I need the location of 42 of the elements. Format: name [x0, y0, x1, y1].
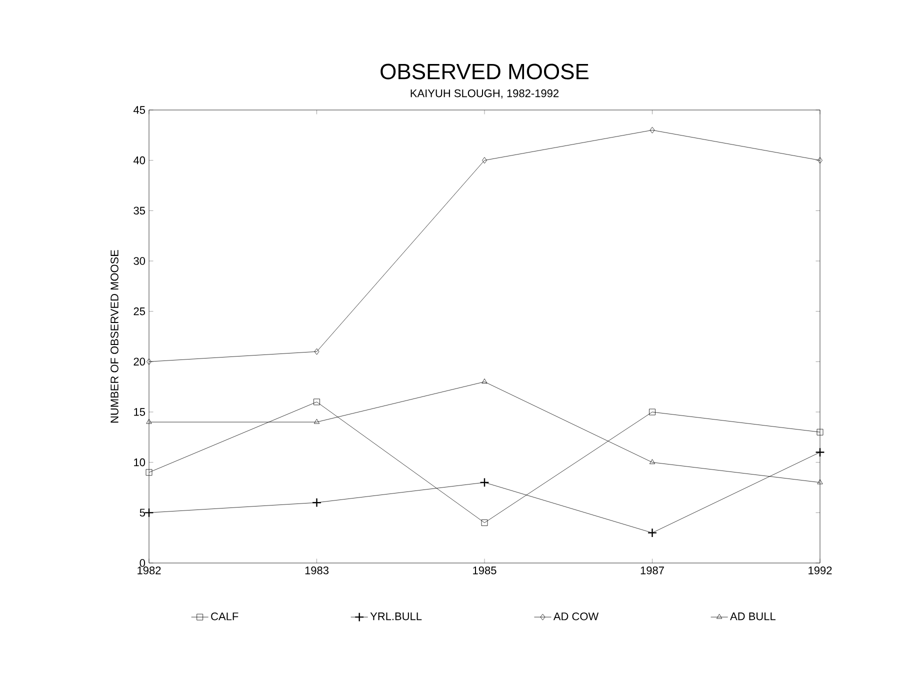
- point: [314, 348, 320, 355]
- point: [146, 358, 152, 365]
- chart-subtitle: KAIYUH SLOUGH, 1982-1992: [410, 89, 559, 98]
- point: [650, 126, 655, 134]
- point: [312, 498, 322, 508]
- legend-label: AD BULL: [730, 612, 776, 620]
- point: [647, 528, 658, 538]
- point: [482, 378, 488, 384]
- point: [314, 418, 320, 424]
- point: [818, 157, 822, 164]
- x-tick-label: 1982: [138, 566, 161, 574]
- point: [146, 418, 152, 424]
- chart-title: OBSERVED MOOSE: [380, 64, 588, 80]
- y-tick-label: 35: [134, 206, 146, 215]
- y-tick-label: 25: [134, 307, 146, 316]
- point: [146, 469, 152, 476]
- point: [481, 520, 488, 526]
- point: [144, 508, 154, 518]
- legend-label: YRL.BULL: [370, 612, 422, 620]
- y-tick-label: 0: [140, 559, 146, 567]
- point: [815, 447, 825, 458]
- y-axis-title: NUMBER OF OBSERVED MOOSE: [110, 250, 118, 423]
- y-tick-label: 40: [133, 156, 146, 164]
- point: [817, 479, 823, 484]
- y-tick-label: 10: [134, 458, 146, 466]
- point: [480, 478, 490, 488]
- legend-label: CALF: [211, 612, 238, 620]
- point: [314, 398, 320, 406]
- point: [649, 408, 656, 416]
- point: [816, 428, 824, 436]
- y-tick-label: 20: [134, 358, 146, 366]
- y-tick-label: 15: [134, 408, 146, 416]
- legend-label: AD COW: [553, 612, 599, 620]
- x-tick-label: 1987: [640, 566, 664, 574]
- x-tick-label: 1985: [473, 566, 496, 574]
- x-tick-label: 1983: [305, 566, 329, 574]
- point: [649, 459, 656, 464]
- point: [482, 157, 487, 164]
- x-tick-label: 1992: [808, 566, 832, 574]
- y-tick-label: 45: [133, 106, 146, 114]
- y-tick-label: 5: [140, 508, 146, 517]
- y-tick-label: 30: [134, 257, 146, 265]
